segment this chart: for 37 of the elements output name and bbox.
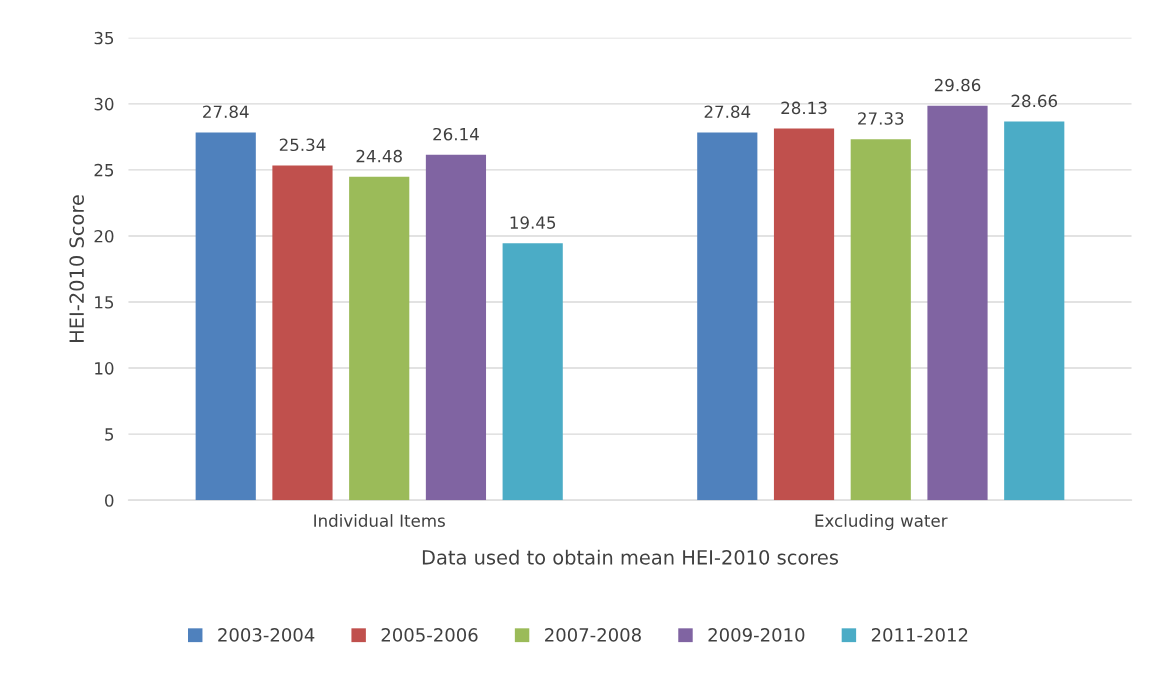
bar — [1004, 121, 1065, 501]
x-tick-label: Individual Items — [314, 514, 445, 527]
data-label: 26.14 — [433, 127, 479, 141]
x-axis-title: Data used to obtain mean HEI-2010 scores — [422, 549, 839, 565]
data-label: 28.13 — [781, 101, 827, 115]
legend-label: 2005-2006 — [381, 628, 478, 642]
y-tick-label: 35 — [94, 31, 114, 45]
bar — [697, 132, 758, 501]
bar — [195, 132, 256, 501]
legend-label: 2011-2012 — [871, 628, 968, 642]
y-tick-label: 30 — [94, 97, 114, 111]
y-tick-label: 15 — [95, 296, 114, 309]
data-label: 24.48 — [356, 149, 402, 163]
y-tick-label: 20 — [94, 229, 114, 243]
bar — [927, 105, 988, 501]
bar — [425, 154, 487, 501]
data-label: 27.84 — [704, 105, 751, 119]
data-label: 28.66 — [1011, 94, 1058, 108]
data-label: 27.33 — [858, 112, 904, 125]
y-tick-label: 0 — [105, 494, 114, 507]
bar — [850, 139, 911, 501]
legend-label: 2007-2008 — [545, 628, 641, 642]
legend-label: 2003-2004 — [218, 628, 315, 642]
y-tick-label: 10 — [95, 362, 114, 375]
y-tick-label: 5 — [105, 428, 114, 441]
x-tick-label: Excluding water — [815, 514, 948, 531]
data-label: 29.86 — [934, 78, 981, 92]
bar — [773, 128, 835, 501]
bar — [349, 176, 410, 501]
data-label: 27.84 — [203, 105, 249, 119]
y-axis-title: HEI-2010 Score — [69, 195, 85, 342]
legend-label: 2009-2010 — [708, 628, 805, 642]
data-label: 25.34 — [279, 138, 326, 152]
bar — [502, 243, 563, 501]
y-tick-label: 25 — [94, 163, 114, 177]
bar — [272, 165, 333, 501]
data-label: 19.45 — [510, 216, 556, 229]
